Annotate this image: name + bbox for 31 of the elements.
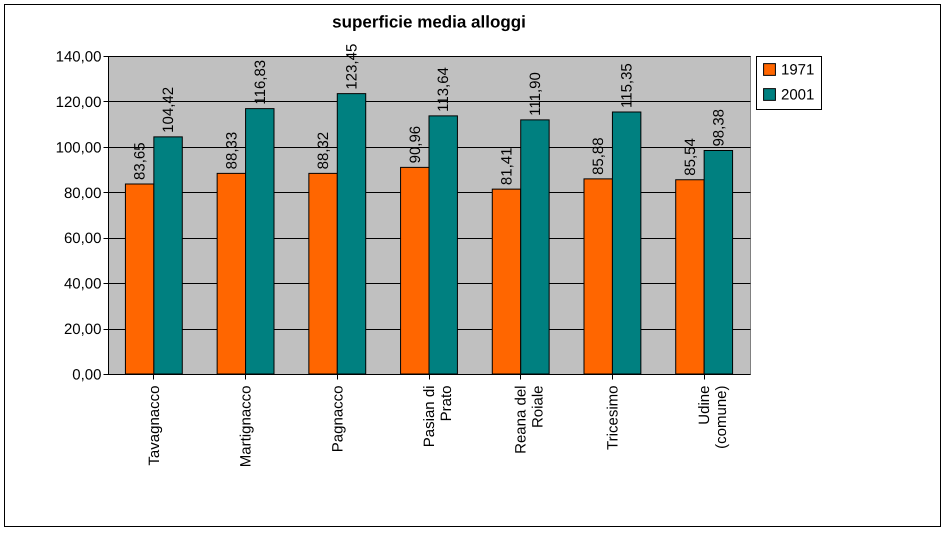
x-tick-label: Pagnacco xyxy=(329,386,346,452)
chart-title: superficie media alloggi xyxy=(332,12,526,32)
data-label: 81,41 xyxy=(498,148,516,186)
data-label: 83,65 xyxy=(132,142,149,180)
data-label: 113,64 xyxy=(435,67,452,112)
data-label: 85,54 xyxy=(682,138,699,176)
data-label: 90,96 xyxy=(406,126,424,164)
y-tick-label: 60,00 xyxy=(64,230,102,248)
y-tick-label: 120,00 xyxy=(56,94,102,111)
data-label: 98,38 xyxy=(710,108,728,147)
legend-label: 1971 xyxy=(781,62,814,78)
x-tick-label: Reana del Roiale xyxy=(512,386,547,454)
data-label: 88,33 xyxy=(223,132,240,170)
y-tick-label: 140,00 xyxy=(56,48,102,66)
y-tick-label: 0,00 xyxy=(72,366,102,384)
legend-label: 2001 xyxy=(781,86,814,104)
y-tick-label: 100,00 xyxy=(56,139,102,156)
data-label: 123,45 xyxy=(344,44,360,90)
data-label: 111,90 xyxy=(526,72,544,116)
data-label: 88,32 xyxy=(315,132,332,170)
data-label: 116,83 xyxy=(252,60,269,105)
y-tick-label: 40,00 xyxy=(64,276,102,293)
x-tick-label: Pasian di Prato xyxy=(421,386,455,448)
x-tick-label: Tavagnacco xyxy=(146,386,163,466)
y-tick-label: 20,00 xyxy=(64,321,102,338)
x-tick-label: Tricesimo xyxy=(604,386,622,450)
x-tick-label: Udine (comune) xyxy=(696,386,730,449)
y-tick-label: 80,00 xyxy=(64,184,102,202)
x-tick-label: Martignacco xyxy=(238,386,255,468)
data-label: 104,42 xyxy=(160,86,178,133)
data-label: 115,35 xyxy=(618,63,636,108)
